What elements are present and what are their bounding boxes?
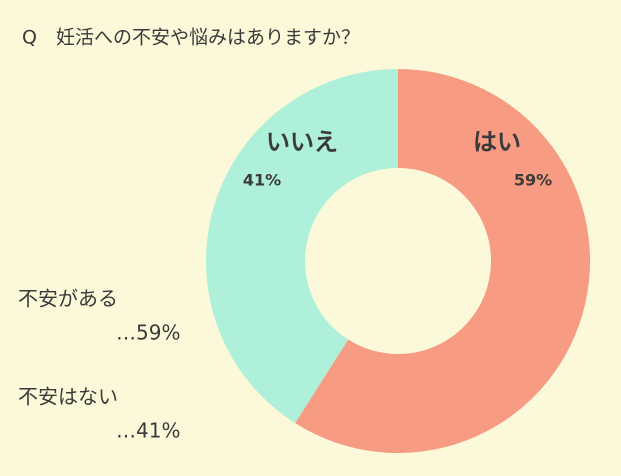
side-value-label: …41% (116, 419, 180, 443)
slice-value-label: 41% (243, 171, 281, 190)
side-value-label: …59% (116, 321, 180, 345)
slice-label: はい (473, 128, 521, 156)
side-label: 不安はない (18, 385, 118, 409)
donut-slice (205, 69, 398, 424)
donut-slice (295, 69, 590, 453)
slice-label: いいえ (266, 128, 338, 156)
chart-title: Q 妊活への不安や悩みはありますか？ (22, 27, 360, 49)
slice-value-label: 59% (514, 171, 552, 190)
side-label: 不安がある (18, 287, 118, 311)
